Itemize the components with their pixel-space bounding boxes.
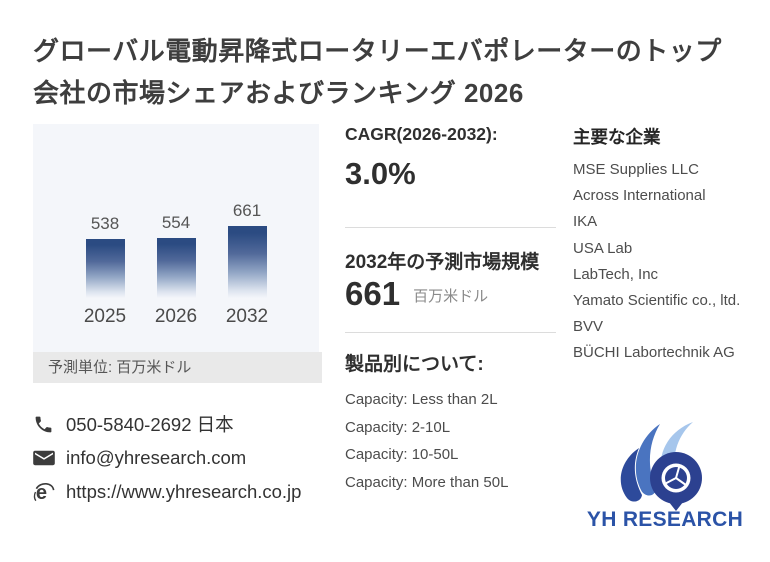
page-title: グローバル電動昇降式ロータリーエバポレーターのトップ会社の市場シェアおよびランキ… — [33, 36, 722, 108]
product-item: Capacity: 10-50L — [345, 446, 459, 463]
svg-text:e: e — [36, 482, 47, 504]
bar-chart-bars: 538 2025 554 2026 661 2032 — [33, 124, 319, 328]
divider — [345, 332, 556, 333]
contact-phone-row: 050-5840-2692 日本 — [33, 412, 301, 436]
forecast-label: 2032年の予測市場規模 — [345, 252, 540, 273]
forecast-unit: 百万米ドル — [413, 288, 489, 305]
contact-phone: 050-5840-2692 日本 — [66, 414, 234, 435]
company-item: BÜCHI Labortechnik AG — [573, 344, 735, 362]
cagr-label: CAGR(2026-2032): — [345, 124, 498, 144]
products-heading: 製品別について: — [345, 354, 484, 375]
cagr-value: 3.0% — [345, 156, 416, 191]
contact-email[interactable]: info@yhresearch.com — [66, 447, 247, 468]
divider — [345, 227, 556, 228]
bar-chart: 538 2025 554 2026 661 2032 — [33, 124, 319, 352]
contact-website-row: e https://www.yhresearch.co.jp — [33, 480, 301, 504]
product-item: Capacity: 2-10L — [345, 418, 451, 436]
bar-year-label: 2025 — [83, 306, 127, 327]
forecast-row: 661 百万米ドル — [345, 277, 488, 310]
bar-value-label: 538 — [90, 214, 120, 233]
yh-research-logo-text: YH RESEARCH — [586, 508, 744, 531]
browser-e-icon: e — [33, 481, 57, 504]
bar — [227, 226, 267, 298]
bar-group: 661 2032 — [212, 124, 282, 328]
product-list: Capacity: Less than 2L Capacity: 2-10L Cap… — [345, 386, 565, 496]
bar-value-label: 554 — [161, 213, 191, 232]
company-item: Yamato Scientific co., ltd. — [573, 292, 741, 310]
bar — [156, 238, 196, 298]
company-list: MSE Supplies LLC Across International IKA U… — [573, 157, 750, 367]
company-item: IKA — [573, 213, 598, 231]
chart-unit-note: 予測単位: 百万米ドル — [33, 352, 322, 383]
phone-icon — [33, 414, 57, 435]
company-item: MSE Supplies LLC — [573, 161, 699, 178]
company-item: USA Lab — [573, 239, 633, 257]
company-item: Across International — [573, 187, 706, 205]
email-icon — [33, 449, 57, 467]
yh-research-logo-mark — [583, 420, 743, 517]
company-item: LabTech, Inc — [573, 265, 659, 283]
bar-group: 538 2025 — [70, 124, 140, 328]
product-item: Capacity: Less than 2L — [345, 391, 498, 408]
contact-email-row: info@yhresearch.com — [33, 446, 301, 470]
contact-website[interactable]: https://www.yhresearch.co.jp — [66, 481, 302, 502]
forecast-value: 661 — [345, 275, 401, 312]
contact-block: 050-5840-2692 日本 info@yhresearch.com e h… — [33, 412, 301, 514]
bar-value-label: 661 — [232, 201, 262, 220]
product-item: Capacity: More than 50L — [345, 473, 509, 491]
bar — [85, 239, 125, 298]
bar-year-label: 2032 — [225, 306, 269, 327]
bar-group: 554 2026 — [141, 124, 211, 328]
bar-year-label: 2026 — [154, 306, 198, 327]
company-item: BVV — [573, 318, 604, 336]
companies-heading: 主要な企業 — [573, 127, 661, 147]
